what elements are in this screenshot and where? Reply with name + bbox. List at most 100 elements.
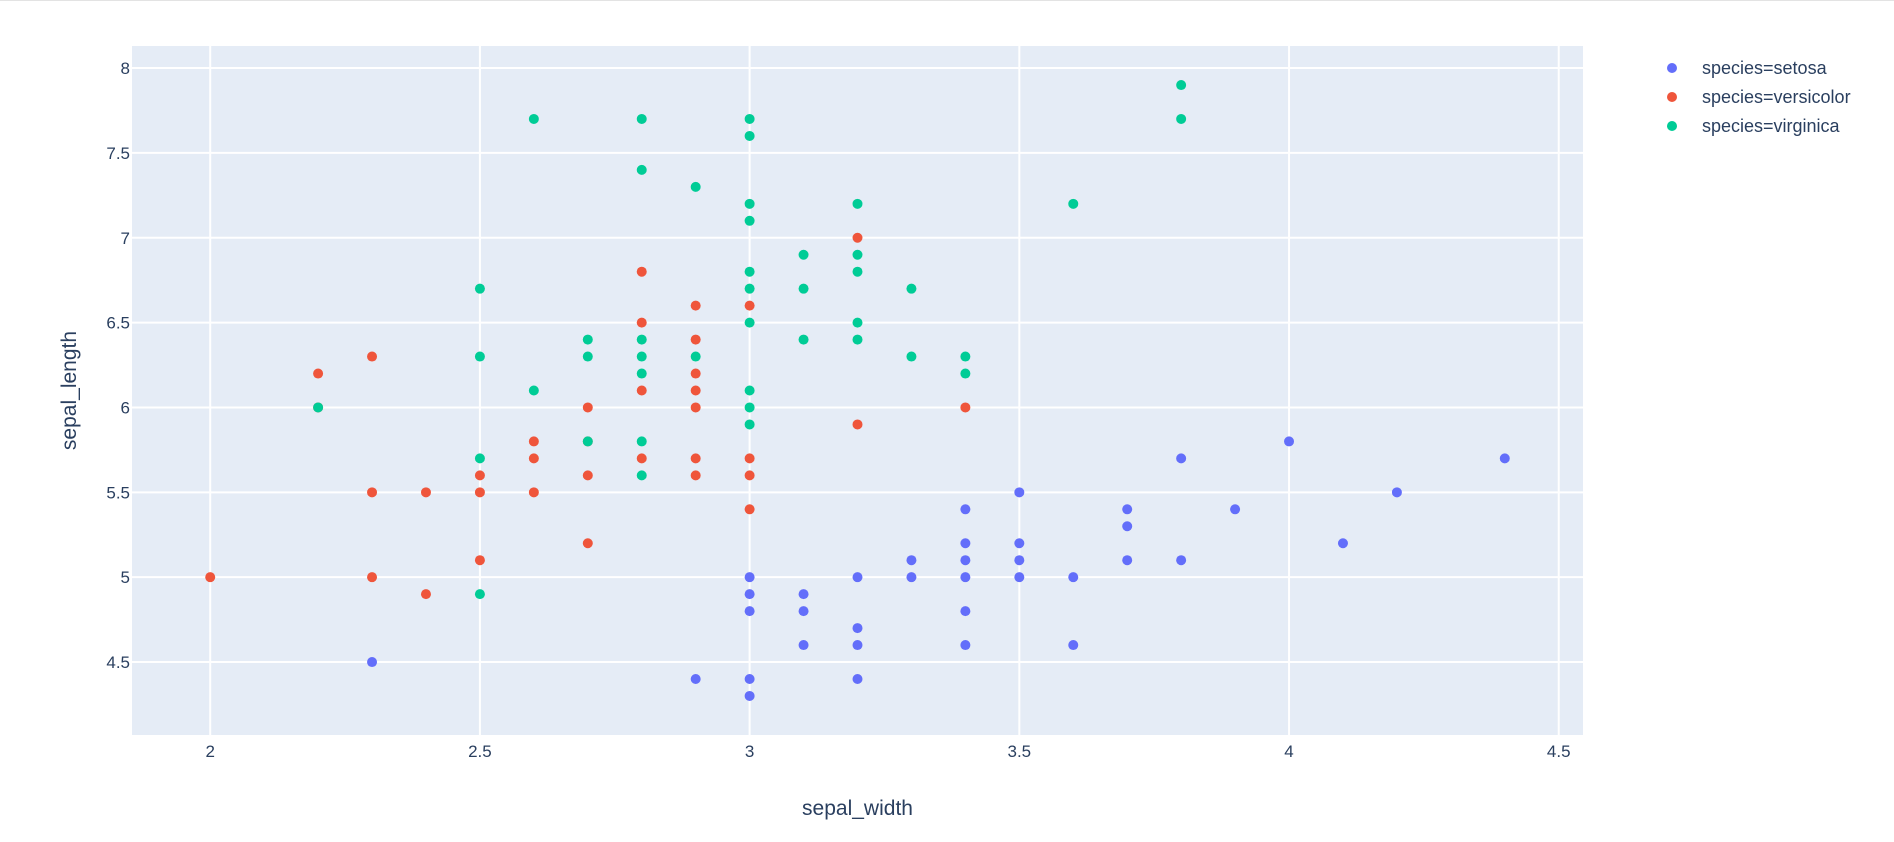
legend-item-setosa[interactable]: species=setosa xyxy=(1667,58,1828,78)
legend-item-virginica[interactable]: species=virginica xyxy=(1667,116,1841,136)
y-tick-label: 7.5 xyxy=(106,144,130,163)
legend-label-virginica: species=virginica xyxy=(1702,116,1841,136)
point-setosa xyxy=(1122,521,1133,532)
point-setosa xyxy=(744,606,755,617)
point-virginica xyxy=(474,283,485,294)
point-virginica xyxy=(906,283,917,294)
point-setosa xyxy=(744,690,755,701)
point-virginica xyxy=(474,589,485,600)
x-tick-label: 4.5 xyxy=(1547,742,1571,761)
point-versicolor xyxy=(367,572,378,583)
point-versicolor xyxy=(852,419,863,430)
point-versicolor xyxy=(205,572,216,583)
legend-item-versicolor[interactable]: species=versicolor xyxy=(1667,87,1851,107)
point-setosa xyxy=(1499,453,1510,464)
point-versicolor xyxy=(690,300,701,311)
point-virginica xyxy=(636,368,647,379)
point-virginica xyxy=(744,385,755,396)
point-versicolor xyxy=(690,368,701,379)
y-tick-label: 7 xyxy=(121,229,130,248)
point-virginica xyxy=(636,470,647,481)
point-setosa xyxy=(906,572,917,583)
point-setosa xyxy=(1391,487,1402,498)
point-virginica xyxy=(582,436,593,447)
point-versicolor xyxy=(690,470,701,481)
point-setosa xyxy=(798,640,809,651)
point-virginica xyxy=(744,402,755,413)
point-setosa xyxy=(744,572,755,583)
point-versicolor xyxy=(367,487,378,498)
point-versicolor xyxy=(313,368,324,379)
x-tick-label: 2 xyxy=(205,742,214,761)
point-virginica xyxy=(744,317,755,328)
point-virginica xyxy=(1068,198,1079,209)
point-virginica xyxy=(744,113,755,124)
y-tick-label: 5.5 xyxy=(106,483,130,502)
point-setosa xyxy=(1014,538,1025,549)
point-setosa xyxy=(960,538,971,549)
point-virginica xyxy=(636,334,647,345)
point-versicolor xyxy=(690,385,701,396)
point-virginica xyxy=(528,113,539,124)
point-virginica xyxy=(474,453,485,464)
y-tick-label: 4.5 xyxy=(106,653,130,672)
point-setosa xyxy=(852,572,863,583)
y-tick-label: 6 xyxy=(121,398,130,417)
point-virginica xyxy=(906,351,917,362)
point-setosa xyxy=(1014,487,1025,498)
point-setosa xyxy=(852,673,863,684)
y-axis-title: sepal_length xyxy=(58,331,81,450)
point-setosa xyxy=(798,606,809,617)
point-virginica xyxy=(744,198,755,209)
point-virginica xyxy=(852,198,863,209)
point-setosa xyxy=(1014,572,1025,583)
point-setosa xyxy=(960,572,971,583)
point-setosa xyxy=(852,623,863,634)
point-versicolor xyxy=(636,317,647,328)
point-versicolor xyxy=(690,402,701,413)
point-virginica xyxy=(690,351,701,362)
point-versicolor xyxy=(420,589,431,600)
point-virginica xyxy=(474,351,485,362)
point-virginica xyxy=(636,164,647,175)
point-virginica xyxy=(744,283,755,294)
point-setosa xyxy=(1068,640,1079,651)
point-virginica xyxy=(582,334,593,345)
x-tick-label: 3 xyxy=(745,742,754,761)
point-versicolor xyxy=(474,487,485,498)
point-versicolor xyxy=(690,453,701,464)
point-versicolor xyxy=(582,470,593,481)
x-tick-label: 4 xyxy=(1284,742,1293,761)
point-versicolor xyxy=(528,453,539,464)
point-setosa xyxy=(906,555,917,566)
point-virginica xyxy=(798,249,809,260)
point-versicolor xyxy=(636,266,647,277)
point-versicolor xyxy=(582,538,593,549)
x-tick-label: 3.5 xyxy=(1008,742,1032,761)
point-virginica xyxy=(528,385,539,396)
point-virginica xyxy=(1176,80,1187,91)
point-virginica xyxy=(852,317,863,328)
point-versicolor xyxy=(582,402,593,413)
point-versicolor xyxy=(528,436,539,447)
legend-marker-virginica xyxy=(1667,121,1677,131)
point-versicolor xyxy=(852,232,863,243)
legend-marker-versicolor xyxy=(1667,92,1677,102)
point-setosa xyxy=(960,504,971,515)
legend-label-versicolor: species=versicolor xyxy=(1702,87,1851,107)
point-setosa xyxy=(1176,453,1187,464)
point-versicolor xyxy=(690,334,701,345)
point-versicolor xyxy=(744,470,755,481)
point-virginica xyxy=(798,334,809,345)
point-virginica xyxy=(636,351,647,362)
point-virginica xyxy=(744,130,755,141)
point-versicolor xyxy=(474,555,485,566)
point-virginica xyxy=(690,181,701,192)
x-tick-label: 2.5 xyxy=(468,742,492,761)
point-versicolor xyxy=(367,351,378,362)
point-setosa xyxy=(1230,504,1241,515)
point-virginica xyxy=(852,249,863,260)
point-setosa xyxy=(1122,555,1133,566)
point-setosa xyxy=(1337,538,1348,549)
